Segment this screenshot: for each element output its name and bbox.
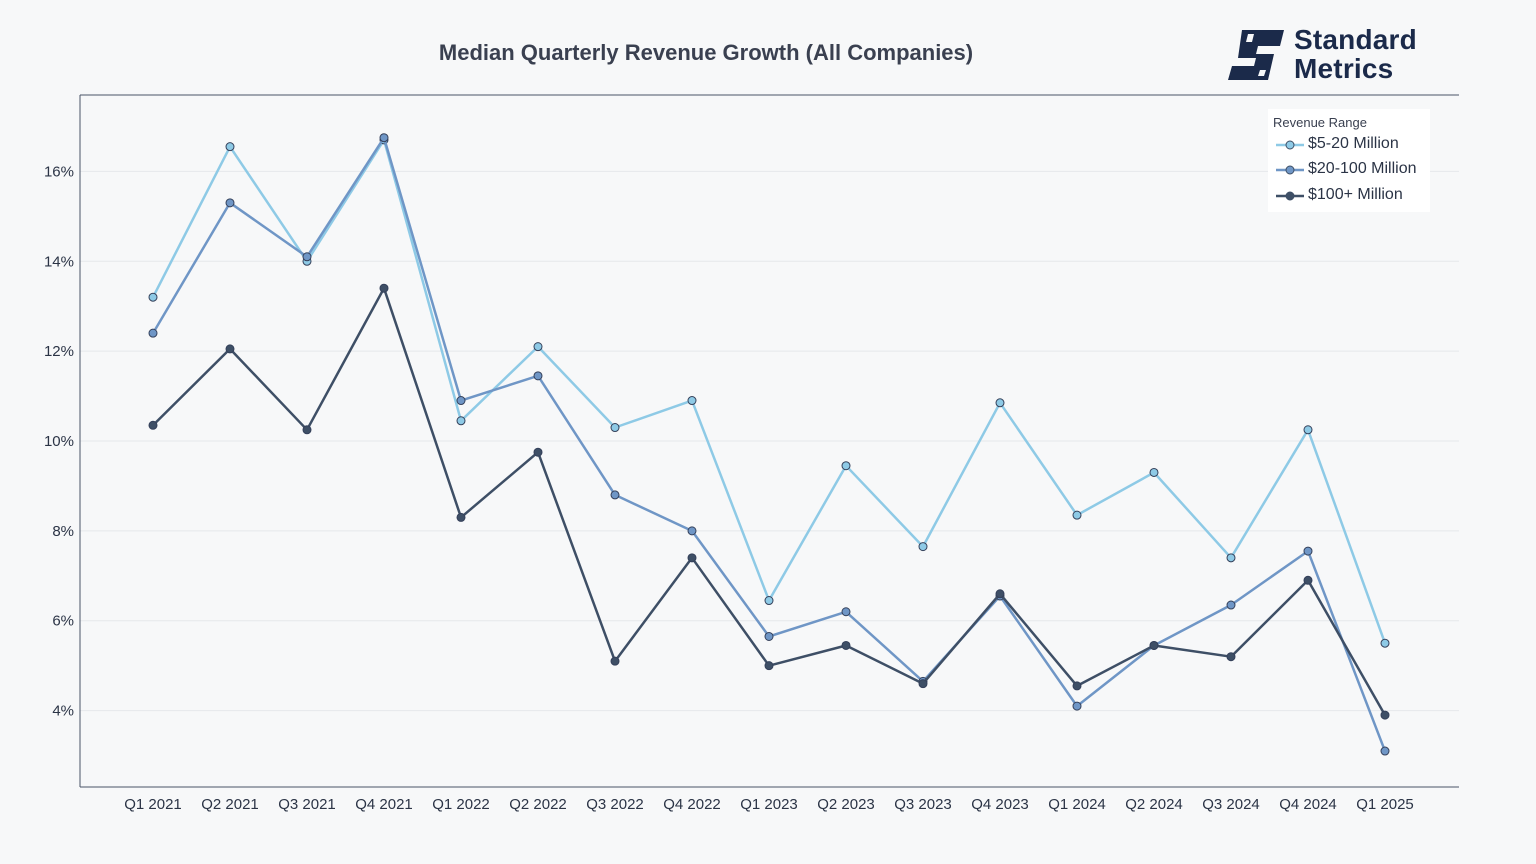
legend-swatch-icon xyxy=(1276,191,1304,201)
chart-title: Median Quarterly Revenue Growth (All Com… xyxy=(438,40,974,65)
data-point xyxy=(1303,575,1313,585)
data-point xyxy=(225,198,235,208)
legend-swatch-icon xyxy=(1276,140,1304,150)
y-tick-label: 8% xyxy=(52,523,74,540)
brand-logo: Standard Metrics xyxy=(1228,24,1428,88)
legend-label: $5-20 Million xyxy=(1308,135,1399,152)
data-point xyxy=(379,133,389,143)
data-point xyxy=(1149,467,1159,477)
y-tick-label: 10% xyxy=(44,433,74,450)
data-point xyxy=(225,344,235,354)
data-point xyxy=(764,661,774,671)
data-point xyxy=(1226,652,1236,662)
x-tick-label: Q2 2022 xyxy=(509,796,567,813)
data-point xyxy=(1226,553,1236,563)
data-point xyxy=(1303,425,1313,435)
x-tick-label: Q1 2021 xyxy=(124,796,182,813)
data-point xyxy=(533,371,543,381)
x-tick-label: Q1 2022 xyxy=(432,796,490,813)
data-point xyxy=(1226,600,1236,610)
data-point xyxy=(456,416,466,426)
data-point xyxy=(302,425,312,435)
data-point xyxy=(841,461,851,471)
data-point xyxy=(456,396,466,406)
data-point xyxy=(995,589,1005,599)
x-tick-label: Q2 2024 xyxy=(1125,796,1183,813)
data-point xyxy=(148,328,158,338)
data-point xyxy=(148,420,158,430)
x-tick-label: Q4 2024 xyxy=(1279,796,1337,813)
data-point xyxy=(1380,710,1390,720)
data-point xyxy=(1303,546,1313,556)
data-point xyxy=(1380,746,1390,756)
x-tick-label: Q4 2021 xyxy=(355,796,413,813)
legend-label: $100+ Million xyxy=(1308,186,1403,203)
legend-item-100-plus-million[interactable]: $100+ Million xyxy=(1274,186,1430,208)
x-tick-label: Q2 2023 xyxy=(817,796,875,813)
x-tick-label: Q3 2023 xyxy=(894,796,952,813)
data-point xyxy=(456,512,466,522)
data-point xyxy=(995,398,1005,408)
data-point xyxy=(610,423,620,433)
chart-legend: Revenue Range $5-20 Million $20-100 Mill… xyxy=(1268,109,1430,212)
data-point xyxy=(148,292,158,302)
data-point xyxy=(533,447,543,457)
data-point xyxy=(687,526,697,536)
data-point xyxy=(841,640,851,650)
data-point xyxy=(533,342,543,352)
y-tick-label: 14% xyxy=(44,253,74,270)
data-point xyxy=(225,142,235,152)
standard-metrics-logo-icon xyxy=(1228,30,1284,80)
x-tick-label: Q4 2022 xyxy=(663,796,721,813)
x-tick-label: Q2 2021 xyxy=(201,796,259,813)
data-point xyxy=(302,252,312,262)
data-point xyxy=(1149,640,1159,650)
data-point xyxy=(379,283,389,293)
y-tick-label: 16% xyxy=(44,163,74,180)
brand-name-line2: Metrics xyxy=(1294,53,1394,84)
x-tick-label: Q1 2023 xyxy=(740,796,798,813)
data-point xyxy=(1380,638,1390,648)
y-tick-label: 4% xyxy=(52,703,74,720)
data-point xyxy=(1072,701,1082,711)
x-tick-label: Q1 2025 xyxy=(1356,796,1414,813)
data-point xyxy=(610,490,620,500)
data-point xyxy=(841,607,851,617)
x-tick-label: Q1 2024 xyxy=(1048,796,1106,813)
data-point xyxy=(610,656,620,666)
legend-item-5-20-million[interactable]: $5-20 Million xyxy=(1274,135,1430,157)
data-point xyxy=(687,553,697,563)
y-tick-label: 6% xyxy=(52,613,74,630)
legend-item-20-100-million[interactable]: $20-100 Million xyxy=(1274,160,1430,182)
legend-label: $20-100 Million xyxy=(1308,160,1417,177)
x-tick-label: Q3 2022 xyxy=(586,796,644,813)
legend-title: Revenue Range xyxy=(1273,115,1367,130)
y-tick-label: 12% xyxy=(44,343,74,360)
x-tick-label: Q4 2023 xyxy=(971,796,1029,813)
data-point xyxy=(1072,681,1082,691)
x-tick-label: Q3 2024 xyxy=(1202,796,1260,813)
x-tick-label: Q3 2021 xyxy=(278,796,336,813)
data-point xyxy=(918,679,928,689)
data-point xyxy=(687,396,697,406)
data-point xyxy=(1072,510,1082,520)
brand-name-line1: Standard xyxy=(1294,24,1417,55)
legend-swatch-icon xyxy=(1276,165,1304,175)
data-point xyxy=(764,596,774,606)
data-point xyxy=(764,631,774,641)
data-point xyxy=(918,542,928,552)
